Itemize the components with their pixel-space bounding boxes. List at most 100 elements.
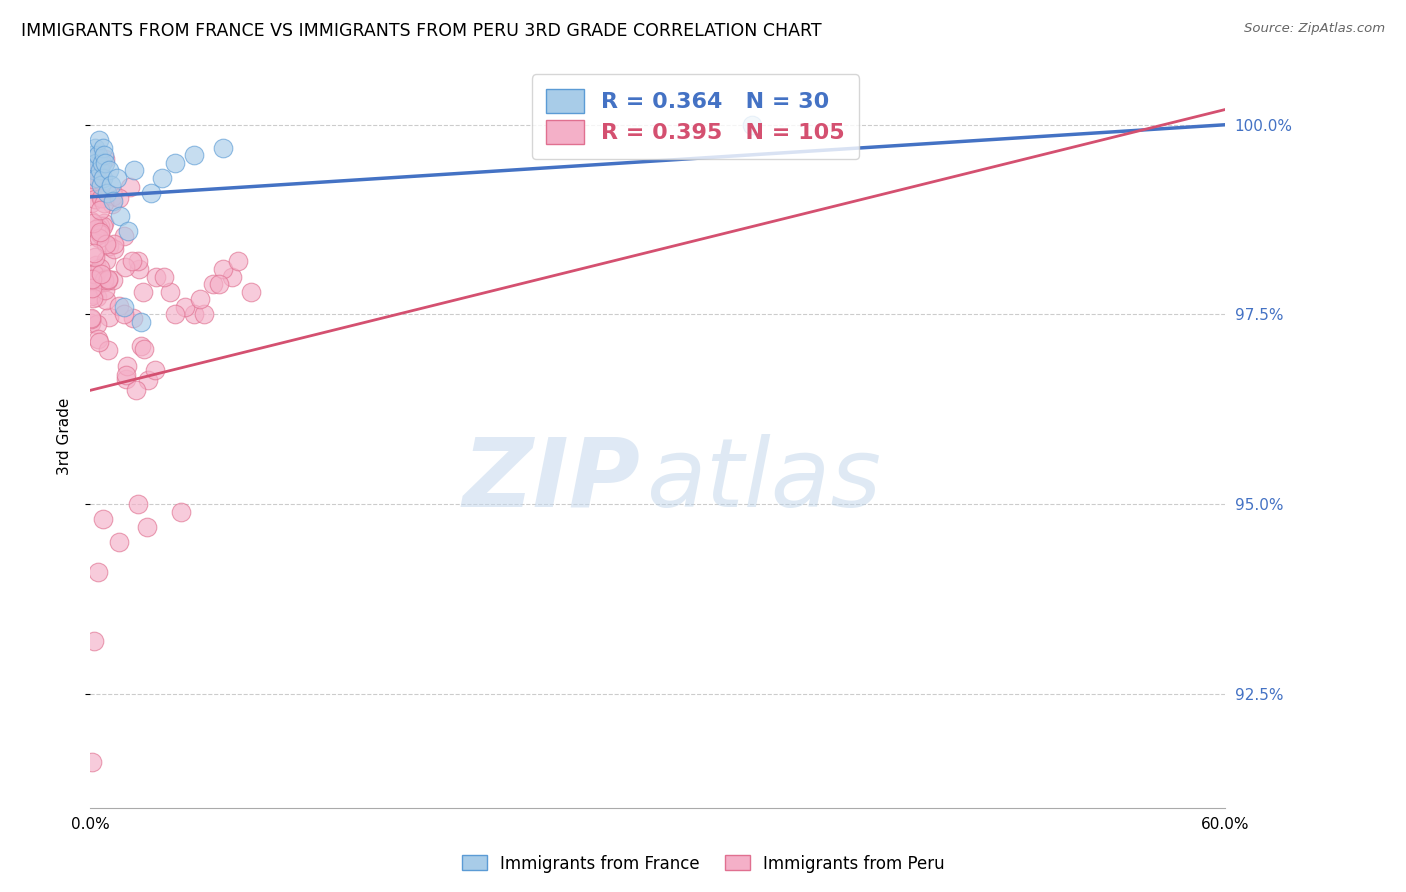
Point	[83, 272, 105, 286]
Point	[101, 197, 124, 211]
Point	[226, 254, 249, 268]
Point	[90, 191, 112, 205]
Point	[80, 196, 103, 211]
Point	[170, 505, 193, 519]
Point	[112, 308, 135, 322]
Point	[202, 277, 225, 292]
Point	[93, 170, 115, 185]
Point	[93, 152, 115, 166]
Point	[188, 293, 211, 307]
Point	[93, 275, 115, 289]
Point	[120, 180, 142, 194]
Point	[110, 209, 132, 223]
Point	[136, 520, 159, 534]
Point	[101, 194, 124, 208]
Point	[165, 155, 187, 169]
Point	[131, 339, 153, 353]
Point	[211, 261, 233, 276]
Point	[97, 272, 120, 286]
Point	[94, 155, 117, 169]
Point	[86, 318, 108, 332]
Point	[82, 271, 104, 285]
Point	[87, 148, 110, 162]
Point	[103, 236, 125, 251]
Point	[128, 261, 150, 276]
Point	[82, 755, 104, 769]
Point	[89, 225, 111, 239]
Point	[105, 170, 128, 185]
Point	[145, 269, 167, 284]
Point	[107, 535, 129, 549]
Point	[93, 512, 115, 526]
Point	[84, 229, 107, 244]
Point	[80, 178, 103, 192]
Legend: R = 0.364   N = 30, R = 0.395   N = 105: R = 0.364 N = 30, R = 0.395 N = 105	[531, 74, 859, 159]
Point	[84, 222, 107, 236]
Point	[90, 268, 112, 282]
Point	[83, 267, 105, 281]
Point	[96, 253, 118, 268]
Point	[82, 216, 104, 230]
Text: atlas: atlas	[647, 434, 882, 527]
Point	[127, 254, 149, 268]
Point	[100, 178, 122, 193]
Point	[93, 196, 115, 211]
Point	[93, 215, 115, 229]
Point	[208, 277, 231, 292]
Point	[221, 269, 243, 284]
Point	[91, 219, 114, 233]
Text: ZIP: ZIP	[463, 434, 641, 527]
Point	[98, 239, 121, 253]
Point	[87, 133, 110, 147]
Point	[87, 566, 110, 580]
Point	[90, 155, 112, 169]
Point	[89, 163, 111, 178]
Point	[82, 172, 104, 186]
Point	[83, 161, 105, 176]
Point	[89, 230, 111, 244]
Point	[127, 497, 149, 511]
Point	[240, 285, 263, 299]
Point	[90, 178, 112, 193]
Point	[82, 281, 104, 295]
Point	[98, 163, 121, 178]
Point	[83, 161, 105, 175]
Point	[115, 359, 138, 374]
Point	[97, 272, 120, 286]
Point	[114, 260, 136, 275]
Point	[129, 315, 152, 329]
Point	[82, 266, 104, 280]
Point	[84, 274, 107, 288]
Point	[107, 192, 129, 206]
Point	[741, 118, 763, 132]
Point	[122, 163, 145, 178]
Point	[82, 148, 104, 162]
Point	[83, 246, 105, 260]
Point	[80, 316, 103, 330]
Point	[183, 308, 205, 322]
Point	[112, 300, 135, 314]
Point	[90, 191, 112, 205]
Point	[165, 308, 187, 322]
Point	[115, 368, 138, 383]
Point	[89, 156, 111, 170]
Point	[132, 342, 155, 356]
Point	[89, 160, 111, 174]
Point	[101, 189, 124, 203]
Point	[89, 219, 111, 233]
Point	[93, 273, 115, 287]
Point	[97, 343, 120, 357]
Point	[183, 148, 205, 162]
Point	[80, 162, 103, 177]
Point	[86, 170, 108, 185]
Point	[84, 193, 107, 207]
Point	[89, 260, 111, 275]
Point	[83, 163, 105, 178]
Point	[86, 290, 108, 304]
Point	[89, 202, 111, 217]
Point	[84, 155, 107, 169]
Point	[80, 289, 103, 303]
Point	[94, 236, 117, 251]
Point	[107, 299, 129, 313]
Point	[89, 335, 111, 350]
